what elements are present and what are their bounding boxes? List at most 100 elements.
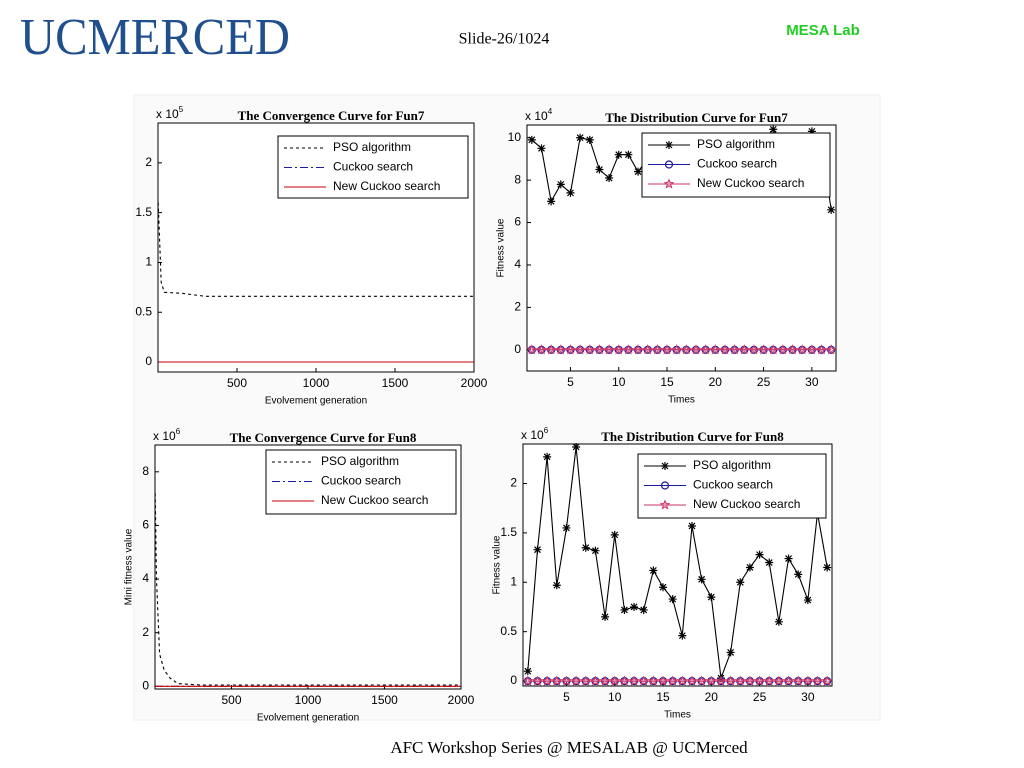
- y-tick-label: 2: [142, 625, 149, 639]
- data-point: [734, 675, 746, 686]
- data-point: [543, 452, 552, 461]
- legend-label: PSO algorithm: [693, 458, 771, 472]
- data-point: [555, 344, 567, 355]
- data-point: [709, 344, 721, 355]
- data-point: [803, 596, 812, 605]
- y-scale-exponent: 6: [176, 427, 181, 436]
- data-point: [566, 188, 575, 197]
- x-tick-label: 10: [612, 375, 626, 389]
- y-tick-label: 2: [145, 155, 152, 169]
- lab-name: MESA Lab: [786, 22, 860, 39]
- y-tick-label: 1: [145, 255, 152, 269]
- data-point: [763, 675, 775, 686]
- legend-label: Cuckoo search: [321, 474, 401, 488]
- y-tick-label: 0: [145, 354, 152, 368]
- x-tick-label: 20: [705, 690, 719, 704]
- y-scale-label: x 106: [153, 427, 181, 443]
- data-point: [522, 675, 534, 686]
- data-point: [651, 344, 663, 355]
- x-tick-label: 30: [801, 690, 815, 704]
- data-point: [758, 344, 770, 355]
- y-tick-label: 2: [514, 300, 521, 314]
- y-scale-exponent: 4: [548, 107, 553, 116]
- y-tick-label: 0.5: [135, 304, 152, 318]
- data-point: [605, 174, 614, 183]
- data-point: [622, 344, 634, 355]
- data-point: [827, 205, 836, 214]
- y-scale-label: x 104: [525, 107, 553, 123]
- legend-marker-shape: [659, 499, 671, 510]
- data-point: [556, 180, 565, 189]
- y-tick-label: 4: [142, 571, 149, 585]
- data-point: [630, 602, 639, 611]
- data-point: [745, 563, 754, 572]
- data-point: [533, 545, 542, 554]
- data-point: [787, 344, 798, 355]
- y-tick-label: 0: [510, 673, 517, 687]
- data-point: [812, 675, 823, 686]
- data-point: [661, 344, 673, 355]
- chart-title: The Convergence Curve for Fun7: [238, 108, 425, 123]
- slide-number: Slide-26/1024: [459, 31, 550, 48]
- data-point: [806, 344, 818, 355]
- legend-marker-shape: [661, 462, 669, 470]
- x-tick-label: 5: [563, 690, 570, 704]
- chart-title: The Distribution Curve for Fun7: [605, 110, 788, 125]
- data-point: [729, 344, 741, 355]
- y-scale-exponent: 5: [179, 105, 184, 114]
- data-point: [551, 675, 563, 686]
- legend-marker: [663, 178, 675, 189]
- x-tick-label: 15: [660, 375, 674, 389]
- y-tick-label: 2: [510, 476, 517, 490]
- data-point: [584, 344, 596, 355]
- data-point: [561, 675, 572, 686]
- series-line: [527, 446, 828, 679]
- data-point: [668, 595, 677, 604]
- data-point: [802, 675, 814, 686]
- x-tick-label: 15: [656, 690, 670, 704]
- x-tick-label: 1500: [382, 376, 409, 390]
- data-point: [536, 344, 547, 355]
- data-point: [613, 344, 625, 355]
- data-point: [659, 583, 668, 592]
- y-axis-label: Mini fitness value: [124, 528, 135, 605]
- data-point: [773, 675, 785, 686]
- chart-title: The Convergence Curve for Fun8: [230, 430, 417, 445]
- data-point: [572, 442, 581, 451]
- data-point: [823, 563, 832, 572]
- x-tick-label: 10: [608, 690, 622, 704]
- data-point: [589, 675, 601, 686]
- data-point: [707, 593, 716, 602]
- data-point: [618, 675, 630, 686]
- legend-marker-shape: [663, 178, 675, 189]
- data-point: [610, 530, 619, 539]
- x-axis-label: Times: [664, 710, 691, 721]
- data-point: [825, 344, 837, 355]
- data-point: [700, 344, 712, 355]
- data-point: [777, 344, 789, 355]
- data-point: [765, 558, 774, 567]
- data-point: [794, 570, 803, 579]
- data-point: [603, 344, 615, 355]
- series-line: [154, 493, 461, 686]
- legend-label: PSO algorithm: [321, 454, 399, 468]
- data-point: [705, 675, 717, 686]
- data-point: [541, 675, 553, 686]
- logo: UCMERCED: [20, 9, 290, 66]
- data-point: [620, 605, 629, 614]
- x-tick-label: 25: [753, 690, 767, 704]
- y-tick-label: 1.5: [500, 525, 517, 539]
- data-point: [755, 550, 764, 559]
- data-point: [807, 127, 816, 136]
- y-tick-label: 4: [514, 257, 521, 271]
- data-point: [725, 675, 737, 686]
- legend-marker: [660, 481, 670, 490]
- data-point: [816, 344, 827, 355]
- data-point: [697, 575, 706, 584]
- data-point: [649, 566, 658, 575]
- data-point: [545, 344, 557, 355]
- data-point: [690, 344, 702, 355]
- series-line: [157, 202, 474, 297]
- data-point: [639, 605, 648, 614]
- data-point: [767, 344, 779, 355]
